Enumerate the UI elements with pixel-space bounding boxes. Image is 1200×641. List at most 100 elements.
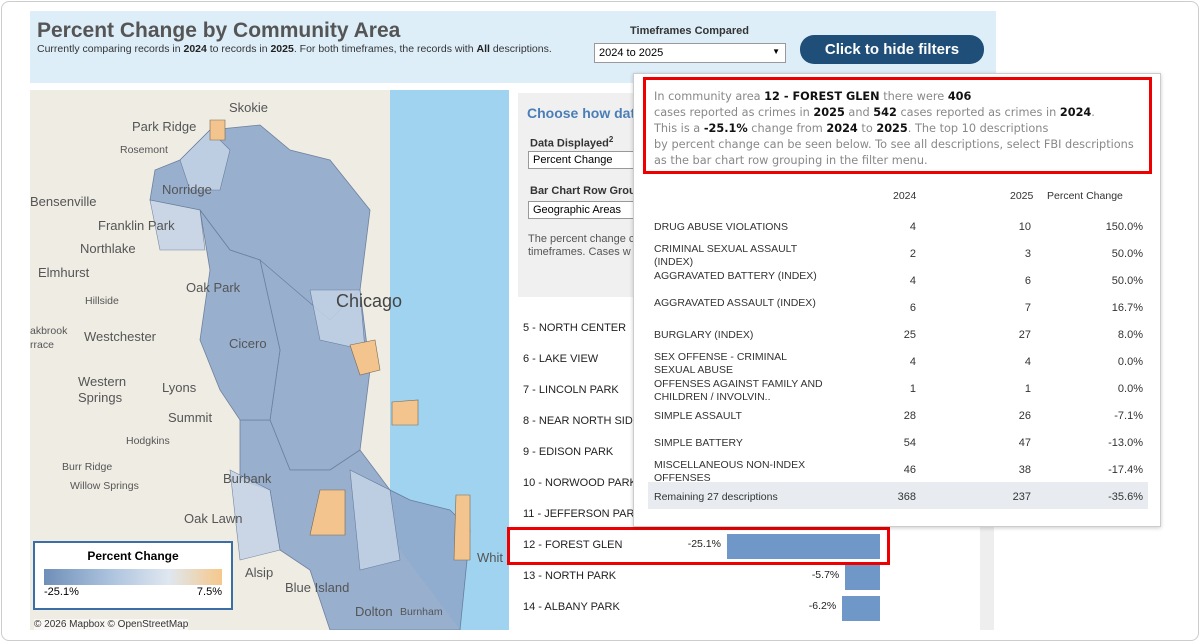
bar-value: -6.2% <box>808 600 837 612</box>
tooltip: In community area 12 - FOREST GLEN there… <box>633 73 1161 527</box>
choropleth-map[interactable]: Skokie Park Ridge Rosemont Norridge Bens… <box>30 90 509 630</box>
bar-row[interactable]: 6 - LAKE VIEW <box>510 343 980 374</box>
bar[interactable] <box>727 534 880 559</box>
percent-change: -13.0% <box>1108 437 1143 449</box>
page-title: Percent Change by Community Area <box>37 19 401 42</box>
map-label: rrace <box>30 339 54 351</box>
bar-row[interactable]: 13 - NORTH PARK -5.7% <box>510 560 980 591</box>
description: AGGRAVATED ASSAULT (INDEX) <box>654 297 816 309</box>
legend-max: 7.5% <box>196 586 222 598</box>
bar-row[interactable]: 11 - JEFFERSON PARK <box>510 498 980 529</box>
percent-change: -17.4% <box>1108 464 1143 476</box>
count-2024: 368 <box>897 491 916 503</box>
count-2025: 4 <box>1024 356 1031 368</box>
map-legend: Percent Change -25.1% 7.5% <box>33 541 233 610</box>
map-attribution[interactable]: © 2026 Mapbox © OpenStreetMap <box>34 619 189 630</box>
count-2024: 2 <box>909 248 916 260</box>
map-label: Westchester <box>84 329 157 344</box>
percent-change: 150.0% <box>1105 221 1143 233</box>
count-2025: 10 <box>1018 221 1031 233</box>
count-2025: 26 <box>1018 410 1031 422</box>
tooltip-row: DRUG ABUSE VIOLATIONS 4 10 150.0% <box>648 212 1148 239</box>
bar-value: -25.1% <box>687 538 721 550</box>
percent-change: -35.6% <box>1108 491 1143 503</box>
legend-min: -25.1% <box>44 586 79 598</box>
map-label: akbrook <box>30 325 68 337</box>
description: DRUG ABUSE VIOLATIONS <box>654 221 789 233</box>
map-label: Hillside <box>85 295 119 307</box>
bar-row[interactable]: 9 - EDISON PARK <box>510 436 980 467</box>
count-2025: 47 <box>1018 437 1031 449</box>
tooltip-row: BURGLARY (INDEX) 25 27 8.0% <box>648 320 1148 347</box>
map-label: Oak Park <box>186 280 241 295</box>
column-header: 2024 <box>893 190 917 202</box>
map-label: Lyons <box>162 380 197 395</box>
description: SIMPLE ASSAULT <box>654 410 742 422</box>
description: CRIMINAL SEXUAL ASSAULT (INDEX) <box>654 243 797 268</box>
map-label: Alsip <box>245 565 274 580</box>
map-label: Burr Ridge <box>62 461 113 473</box>
count-2025: 7 <box>1024 302 1031 314</box>
data-displayed-label: Data Displayed2 <box>530 135 614 150</box>
timeframes-select[interactable]: 2024 to 2025 ▼ <box>594 43 786 63</box>
count-2025: 3 <box>1024 248 1031 260</box>
count-2024: 6 <box>909 302 916 314</box>
row-label: 12 - FOREST GLEN <box>523 539 623 551</box>
tooltip-row: Remaining 27 descriptions 368 237 -35.6% <box>648 482 1148 509</box>
bar-value: -5.7% <box>811 569 840 581</box>
bar[interactable] <box>845 565 880 590</box>
percent-change: 0.0% <box>1117 383 1143 395</box>
count-2025: 6 <box>1024 275 1031 287</box>
percent-change: 16.7% <box>1111 302 1143 314</box>
filter-panel: Choose how data Data Displayed2 Percent … <box>518 93 638 297</box>
map-label: Burbank <box>223 471 272 486</box>
description: OFFENSES AGAINST FAMILY AND CHILDREN / I… <box>654 378 823 403</box>
count-2025: 27 <box>1018 329 1031 341</box>
filter-heading: Choose how data <box>527 105 638 121</box>
description: SIMPLE BATTERY <box>654 437 743 449</box>
bar-row[interactable]: 8 - NEAR NORTH SIDE <box>510 405 980 436</box>
description: BURGLARY (INDEX) <box>654 329 754 341</box>
bar-row[interactable]: 7 - LINCOLN PARK <box>510 374 980 405</box>
percent-change: 0.0% <box>1117 356 1143 368</box>
row-label: 8 - NEAR NORTH SIDE <box>523 415 641 427</box>
map-label: Bensenville <box>30 194 97 209</box>
map-label: Rosemont <box>120 144 168 156</box>
map-label: Western Springs <box>78 374 127 405</box>
map-label: Dolton <box>355 604 393 619</box>
bar-row[interactable]: 10 - NORWOOD PARK <box>510 467 980 498</box>
city-label: Chicago <box>336 291 403 311</box>
percent-change: 8.0% <box>1117 329 1143 341</box>
tooltip-row: SEX OFFENSE - CRIMINAL SEXUAL ABUSE 4 4 … <box>648 347 1148 376</box>
bar[interactable] <box>842 596 880 621</box>
data-displayed-select[interactable]: Percent Change <box>528 151 638 169</box>
column-header: Percent Change <box>1047 190 1123 202</box>
map-label: Burnham <box>400 606 443 618</box>
hide-filters-button[interactable]: Click to hide filters <box>800 35 984 64</box>
count-2024: 4 <box>909 275 916 287</box>
count-2024: 4 <box>909 221 916 233</box>
filter-description: The percent change cases (or victims for… <box>528 233 638 258</box>
count-2025: 237 <box>1012 491 1031 503</box>
map-canvas <box>149 90 509 630</box>
map-label: Oak Lawn <box>184 511 243 526</box>
tooltip-row: MISCELLANEOUS NON-INDEX OFFENSES 46 38 -… <box>648 455 1148 484</box>
map-label: Blue Island <box>285 580 350 595</box>
percent-change: -7.1% <box>1114 410 1143 422</box>
legend-gradient <box>44 569 222 585</box>
description: MISCELLANEOUS NON-INDEX OFFENSES <box>654 459 806 484</box>
tooltip-row: AGGRAVATED ASSAULT (INDEX) 6 7 16.7% <box>648 293 1148 320</box>
row-label: 9 - EDISON PARK <box>523 446 614 458</box>
count-2024: 4 <box>909 356 916 368</box>
bar-row[interactable]: 14 - ALBANY PARK -6.2% <box>510 591 980 622</box>
description: AGGRAVATED BATTERY (INDEX) <box>654 270 817 282</box>
map-label: Park Ridge <box>132 119 197 134</box>
chevron-down-icon: ▼ <box>772 47 780 56</box>
bar-row[interactable]: 5 - NORTH CENTER <box>510 312 980 343</box>
map-label: Franklin Park <box>98 218 175 233</box>
tooltip-row: OFFENSES AGAINST FAMILY AND CHILDREN / I… <box>648 374 1148 403</box>
map-label: Hodgkins <box>126 435 170 447</box>
row-grouping-select[interactable]: Geographic Areas <box>528 201 638 219</box>
area-increase <box>349 339 381 376</box>
bar-row[interactable]: 12 - FOREST GLEN -25.1% <box>510 529 980 560</box>
